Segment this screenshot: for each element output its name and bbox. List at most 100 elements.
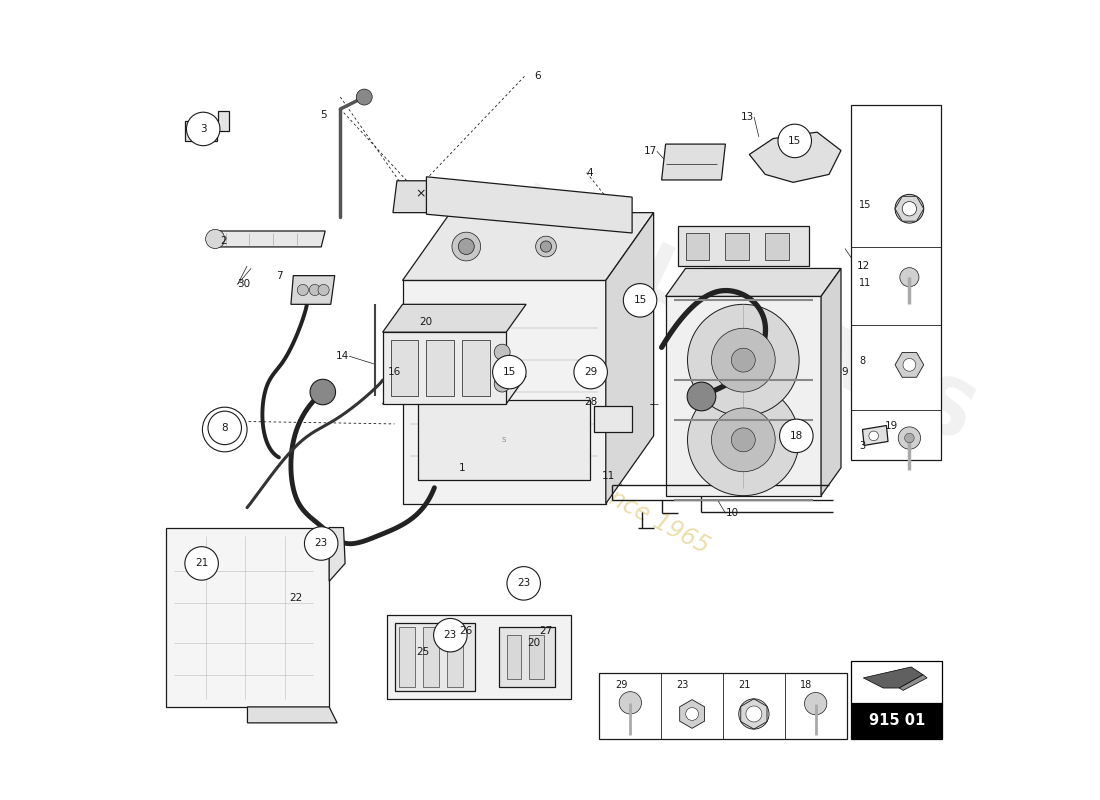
Circle shape	[619, 692, 641, 714]
Bar	[766, 233, 789, 260]
Polygon shape	[895, 353, 924, 378]
Circle shape	[540, 241, 551, 252]
Circle shape	[310, 379, 336, 405]
Bar	[387, 615, 571, 699]
Text: 5: 5	[320, 110, 327, 119]
Bar	[418, 400, 590, 480]
Polygon shape	[185, 110, 229, 141]
Circle shape	[895, 194, 924, 223]
Circle shape	[305, 526, 338, 560]
Circle shape	[206, 230, 224, 249]
Text: 25: 25	[417, 647, 430, 657]
Circle shape	[739, 699, 769, 729]
Text: 23: 23	[315, 538, 328, 549]
Polygon shape	[213, 231, 326, 247]
Bar	[725, 233, 749, 260]
Circle shape	[493, 355, 526, 389]
Circle shape	[869, 431, 879, 441]
Bar	[499, 627, 554, 687]
Bar	[507, 635, 521, 679]
Circle shape	[309, 285, 320, 295]
Circle shape	[200, 126, 210, 135]
Bar	[424, 627, 439, 687]
Polygon shape	[383, 376, 526, 404]
Circle shape	[318, 285, 329, 295]
Circle shape	[494, 376, 510, 392]
Bar	[851, 661, 943, 704]
Bar	[851, 703, 943, 739]
Text: 21: 21	[738, 680, 751, 690]
Bar	[427, 340, 454, 396]
Text: 17: 17	[644, 146, 657, 156]
Text: 29: 29	[584, 367, 597, 377]
Polygon shape	[661, 144, 725, 180]
Circle shape	[208, 411, 242, 445]
Circle shape	[688, 384, 799, 496]
Text: 21: 21	[195, 558, 208, 569]
Circle shape	[899, 427, 921, 449]
Circle shape	[202, 407, 248, 452]
Text: 1: 1	[459, 462, 465, 473]
Bar	[851, 105, 940, 460]
Text: 4: 4	[586, 168, 593, 178]
Bar	[390, 340, 418, 396]
Text: 2: 2	[220, 235, 227, 246]
Text: 26: 26	[459, 626, 472, 636]
Circle shape	[903, 358, 916, 371]
Text: 20: 20	[419, 317, 432, 327]
Circle shape	[356, 89, 372, 105]
Circle shape	[732, 428, 756, 452]
Circle shape	[624, 284, 657, 317]
Text: 915 01: 915 01	[869, 714, 925, 728]
Bar	[678, 226, 810, 266]
Polygon shape	[606, 213, 653, 504]
Polygon shape	[899, 674, 927, 690]
Polygon shape	[680, 700, 704, 728]
Polygon shape	[329, 527, 345, 582]
Text: ×: ×	[416, 188, 426, 201]
Polygon shape	[666, 296, 821, 496]
Text: 23: 23	[517, 578, 530, 588]
Circle shape	[688, 304, 799, 416]
Circle shape	[688, 382, 716, 411]
Text: 27: 27	[540, 626, 553, 636]
Text: 29: 29	[615, 680, 627, 690]
Text: 10: 10	[725, 508, 738, 518]
Polygon shape	[666, 269, 842, 296]
Circle shape	[712, 408, 776, 472]
Circle shape	[459, 238, 474, 254]
Text: 15: 15	[503, 367, 516, 377]
Text: 7: 7	[276, 271, 283, 282]
Bar	[685, 233, 710, 260]
Circle shape	[778, 124, 812, 158]
Text: 18: 18	[800, 680, 813, 690]
Polygon shape	[383, 304, 526, 332]
Text: 3: 3	[200, 124, 207, 134]
Circle shape	[187, 112, 220, 146]
Polygon shape	[749, 132, 842, 182]
Text: 30: 30	[238, 279, 251, 290]
Circle shape	[536, 236, 557, 257]
Polygon shape	[403, 281, 606, 504]
Circle shape	[732, 348, 756, 372]
Circle shape	[780, 419, 813, 453]
Bar	[529, 635, 543, 679]
Polygon shape	[290, 276, 334, 304]
Circle shape	[452, 232, 481, 261]
Text: 23: 23	[443, 630, 456, 640]
Text: 3: 3	[859, 441, 866, 451]
Text: 8: 8	[221, 423, 228, 433]
Polygon shape	[821, 269, 842, 496]
Text: 14: 14	[336, 351, 349, 361]
Polygon shape	[895, 196, 924, 221]
Text: a passion for parts since 1965: a passion for parts since 1965	[387, 370, 713, 558]
Text: 22: 22	[289, 593, 302, 602]
Text: 28: 28	[584, 397, 597, 406]
Polygon shape	[862, 426, 888, 446]
Text: 20: 20	[527, 638, 540, 648]
Circle shape	[900, 268, 918, 286]
Circle shape	[507, 566, 540, 600]
Text: DILLIGENTS: DILLIGENTS	[497, 181, 984, 460]
Text: 15: 15	[859, 200, 871, 210]
Text: 16: 16	[388, 367, 401, 377]
